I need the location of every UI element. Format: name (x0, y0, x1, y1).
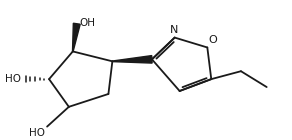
Text: HO: HO (5, 74, 21, 84)
Text: HO: HO (29, 128, 45, 138)
Polygon shape (112, 56, 152, 63)
Text: OH: OH (80, 18, 96, 28)
Polygon shape (72, 23, 80, 52)
Text: O: O (208, 34, 217, 45)
Text: N: N (170, 25, 178, 35)
